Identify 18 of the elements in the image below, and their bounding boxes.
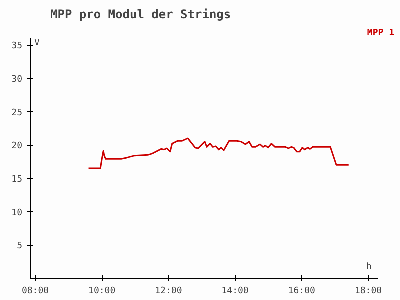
text: MPP 1 bbox=[367, 28, 394, 38]
y-tick-label: 30 bbox=[12, 75, 23, 85]
chart-title: MPP pro Modul der Strings bbox=[50, 8, 232, 22]
x-tick-label: 12:00 bbox=[155, 286, 182, 296]
x-tick-label: 14:00 bbox=[222, 286, 249, 296]
y-tick-label: 5 bbox=[17, 242, 23, 252]
y-tick-label: 15 bbox=[12, 175, 23, 185]
y-axis-title: V bbox=[34, 38, 40, 48]
y-tick-label: 20 bbox=[12, 142, 23, 152]
line-series bbox=[88, 138, 350, 170]
y-tick-label: 25 bbox=[12, 108, 23, 118]
x-axis-title: h bbox=[366, 262, 372, 272]
x-tick-label: 10:00 bbox=[88, 286, 116, 296]
x-tick-label: 18:00 bbox=[354, 286, 382, 296]
x-tick-label: 16:00 bbox=[288, 286, 316, 296]
x-tick-label: 08:00 bbox=[22, 286, 50, 296]
y-tick-label: 10 bbox=[12, 208, 23, 218]
y-tick-label: 35 bbox=[12, 42, 23, 52]
